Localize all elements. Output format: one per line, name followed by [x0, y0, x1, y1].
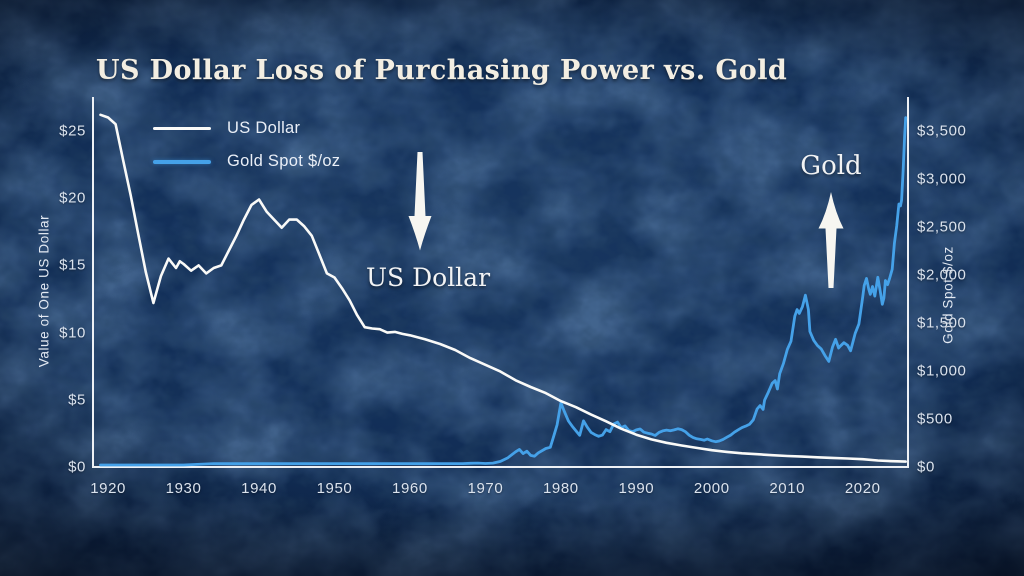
- x-tick-label: 1930: [165, 480, 202, 497]
- y-right-tick-label: $3,000: [917, 170, 967, 188]
- dollar-down-arrow-icon: [408, 152, 432, 251]
- us-dollar-line: [99, 113, 908, 463]
- annotation-us-dollar: US Dollar: [365, 263, 491, 292]
- x-tick-label: 2020: [844, 480, 881, 497]
- legend-item-us-dollar: US Dollar: [153, 112, 340, 145]
- y-left-tick-label: $5: [68, 391, 86, 409]
- legend-item-gold: Gold Spot $/oz: [153, 145, 340, 178]
- x-tick-label: 1950: [316, 480, 353, 497]
- y-right-tick-label: $3,500: [917, 122, 967, 140]
- legend-swatch-gold: [153, 159, 211, 164]
- y-right-tick-label: $1,000: [917, 362, 967, 380]
- legend-swatch-us-dollar: [153, 127, 211, 130]
- annotation-gold: Gold: [800, 151, 862, 181]
- y-right-tick-label: $500: [917, 410, 953, 428]
- y-left-tick-label: $15: [59, 256, 86, 274]
- x-tick-label: 1980: [542, 480, 579, 497]
- legend: US Dollar Gold Spot $/oz: [153, 112, 340, 178]
- y-right-tick-label: $2,000: [917, 266, 967, 284]
- y-left-tick-label: $25: [59, 122, 86, 140]
- x-tick-label: 1920: [90, 480, 126, 497]
- y-left-tick-label: $20: [59, 189, 86, 207]
- y-right-tick-label: $0: [917, 458, 935, 476]
- x-tick-label: 2010: [769, 480, 806, 497]
- x-tick-label: 1990: [618, 480, 655, 497]
- plot-border: [92, 97, 909, 468]
- x-tick-label: 1970: [467, 480, 504, 497]
- x-tick-label: 1960: [392, 480, 428, 497]
- y-left-tick-label: $10: [59, 324, 86, 342]
- chart-title: US Dollar Loss of Purchasing Power vs. G…: [96, 55, 788, 86]
- x-tick-label: 1940: [241, 480, 277, 497]
- y-left-tick-label: $0: [68, 458, 86, 476]
- y-right-tick-label: $2,500: [917, 218, 967, 236]
- gold-line: [99, 116, 908, 467]
- legend-label-us-dollar: US Dollar: [227, 119, 301, 137]
- legend-label-gold: Gold Spot $/oz: [227, 152, 341, 170]
- y-axis-left-label: Value of One US Dollar: [36, 214, 52, 368]
- gold-up-arrow-icon: [818, 192, 844, 288]
- y-right-tick-label: $1,500: [917, 314, 967, 332]
- x-tick-label: 2000: [693, 480, 730, 497]
